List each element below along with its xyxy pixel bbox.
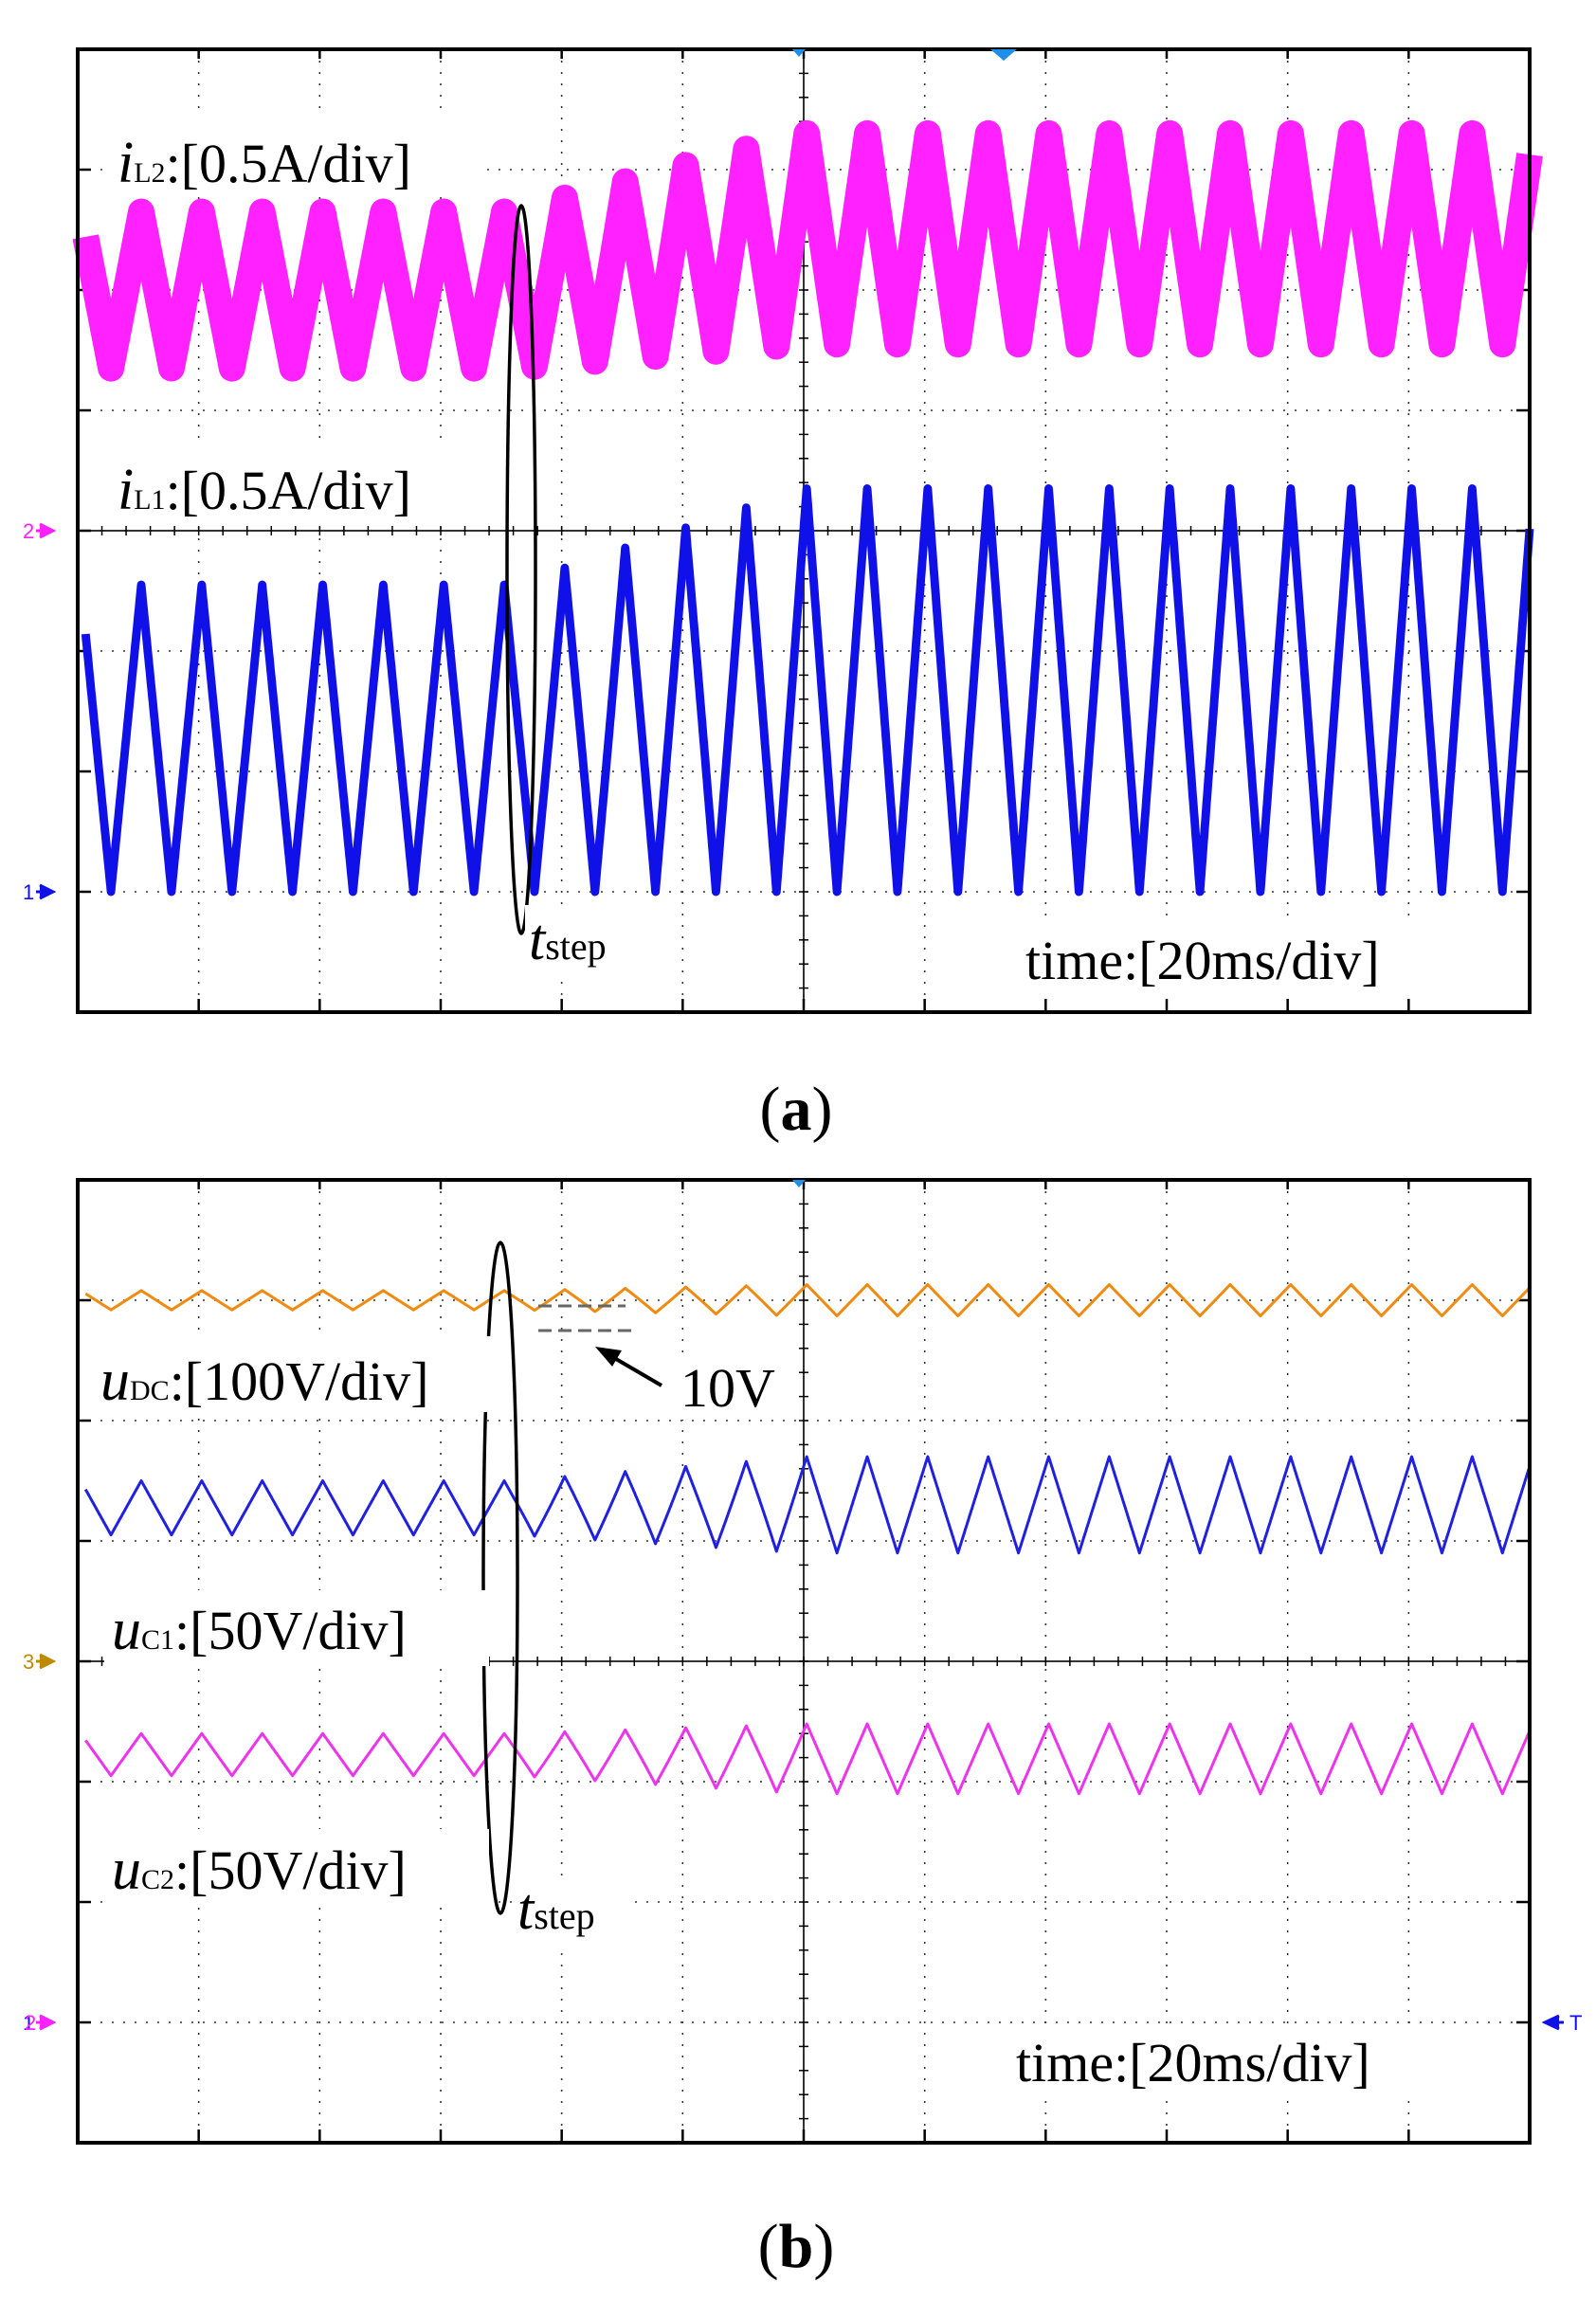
channel-marker-arrow-2 <box>36 2014 57 2031</box>
label-iL2-var: i <box>118 131 134 195</box>
label-uC1: uC1:[50V/div] <box>104 1590 489 1666</box>
caption-b: (b) <box>758 2212 835 2281</box>
traces-a <box>72 119 1543 897</box>
trace-iL1 <box>81 484 1534 897</box>
label-time-b: time:[20ms/div] <box>1009 2023 1483 2097</box>
channel-marker-1: 1 <box>23 880 34 904</box>
label-uDC: uDC:[100V/div] <box>91 1336 500 1413</box>
trigger-marker: T <box>1569 2011 1582 2035</box>
svg-text:uC2:[50V/div]: uC2:[50V/div] <box>112 1838 407 1902</box>
top-markers-a <box>792 49 1017 61</box>
label-uDC-var: u <box>100 1349 130 1413</box>
label-uC2-sub: C2 <box>141 1864 174 1895</box>
tstep-b-sub: step <box>534 1894 594 1937</box>
trace-uC2 <box>84 1722 1532 1796</box>
horizontal-position-marker <box>792 49 806 57</box>
time-label-a: time:[20ms/div] <box>1025 930 1380 991</box>
caption-a: (a) <box>760 1075 833 1144</box>
label-uDC-scale: :[100V/div] <box>170 1350 429 1412</box>
step-ellipse-a <box>505 204 537 935</box>
trace-uDC <box>84 1283 1532 1317</box>
label-iL1: iL1:[0.5A/div] <box>106 445 481 523</box>
channel-markers-b: 3 12 T <box>23 1650 1582 2035</box>
label-iL1-sub: L1 <box>134 484 165 516</box>
svg-text:iL1:[0.5A/div]: iL1:[0.5A/div] <box>118 458 411 522</box>
label-iL2-scale: :[0.5A/div] <box>166 133 411 194</box>
ripple-bracket <box>538 1304 633 1332</box>
trace-iL2 <box>72 119 1543 382</box>
label-iL2: iL2:[0.5A/div] <box>106 117 481 195</box>
caption-b-letter: b <box>779 2212 814 2281</box>
label-tstep-a: tstep <box>525 905 637 973</box>
label-uC2-var: u <box>112 1838 141 1902</box>
horizontal-position-marker-b <box>792 1180 806 1187</box>
channel-marker-1: 1 <box>23 2011 34 2035</box>
channel-marker-2: 2 <box>25 2011 36 2035</box>
label-iL1-scale: :[0.5A/div] <box>166 460 411 521</box>
label-iL1-var: i <box>118 458 134 522</box>
label-time-a: time:[20ms/div] <box>1019 921 1483 995</box>
panel-b: 312 T uDC:[100V/div] uC1:[50V/div] uC2:[5… <box>23 1178 1582 2281</box>
channel-marker-2: 2 <box>23 519 34 543</box>
svg-text:tstep: tstep <box>529 908 607 972</box>
svg-text:uC1:[50V/div]: uC1:[50V/div] <box>112 1598 407 1662</box>
svg-text:uDC:[100V/div]: uDC:[100V/div] <box>100 1349 429 1413</box>
trigger-position-marker <box>990 49 1017 61</box>
channel-marker-arrow-2 <box>36 522 57 539</box>
tstep-b-var: t <box>517 1877 535 1942</box>
trigger-marker-arrow <box>1541 2014 1564 2031</box>
caption-a-letter: a <box>781 1075 812 1144</box>
label-uC1-var: u <box>112 1598 141 1662</box>
svg-text:tstep: tstep <box>517 1877 595 1942</box>
label-uC2-scale: :[50V/div] <box>174 1839 407 1901</box>
svg-text:iL2:[0.5A/div]: iL2:[0.5A/div] <box>118 131 411 195</box>
trace-uC1 <box>83 1455 1532 1555</box>
label-iL2-sub: L2 <box>134 157 165 189</box>
label-uC1-sub: C1 <box>141 1624 174 1656</box>
channel-markers-a: 21 <box>23 519 57 904</box>
label-tstep-b: tstep <box>514 1876 629 1945</box>
panel-a: 21 iL2:[0.5A/div] iL1:[0.5A/div] tstep <box>23 47 1543 1144</box>
time-label-b: time:[20ms/div] <box>1016 2032 1370 2093</box>
channel-marker-3: 3 <box>23 1650 34 1674</box>
label-uC2: uC2:[50V/div] <box>104 1829 489 1905</box>
step-ellipse-b <box>481 1241 519 1915</box>
tstep-a-sub: step <box>545 925 606 968</box>
tstep-a-var: t <box>529 908 547 972</box>
label-10v: 10V <box>595 1347 789 1420</box>
channel-marker-arrow-3 <box>36 1653 57 1670</box>
label-uC1-scale: :[50V/div] <box>174 1600 407 1661</box>
label-uDC-sub: DC <box>130 1375 170 1406</box>
traces-b <box>83 1283 1532 1796</box>
channel-marker-arrow-1 <box>36 883 57 900</box>
annotation-10v: 10V <box>680 1357 775 1419</box>
